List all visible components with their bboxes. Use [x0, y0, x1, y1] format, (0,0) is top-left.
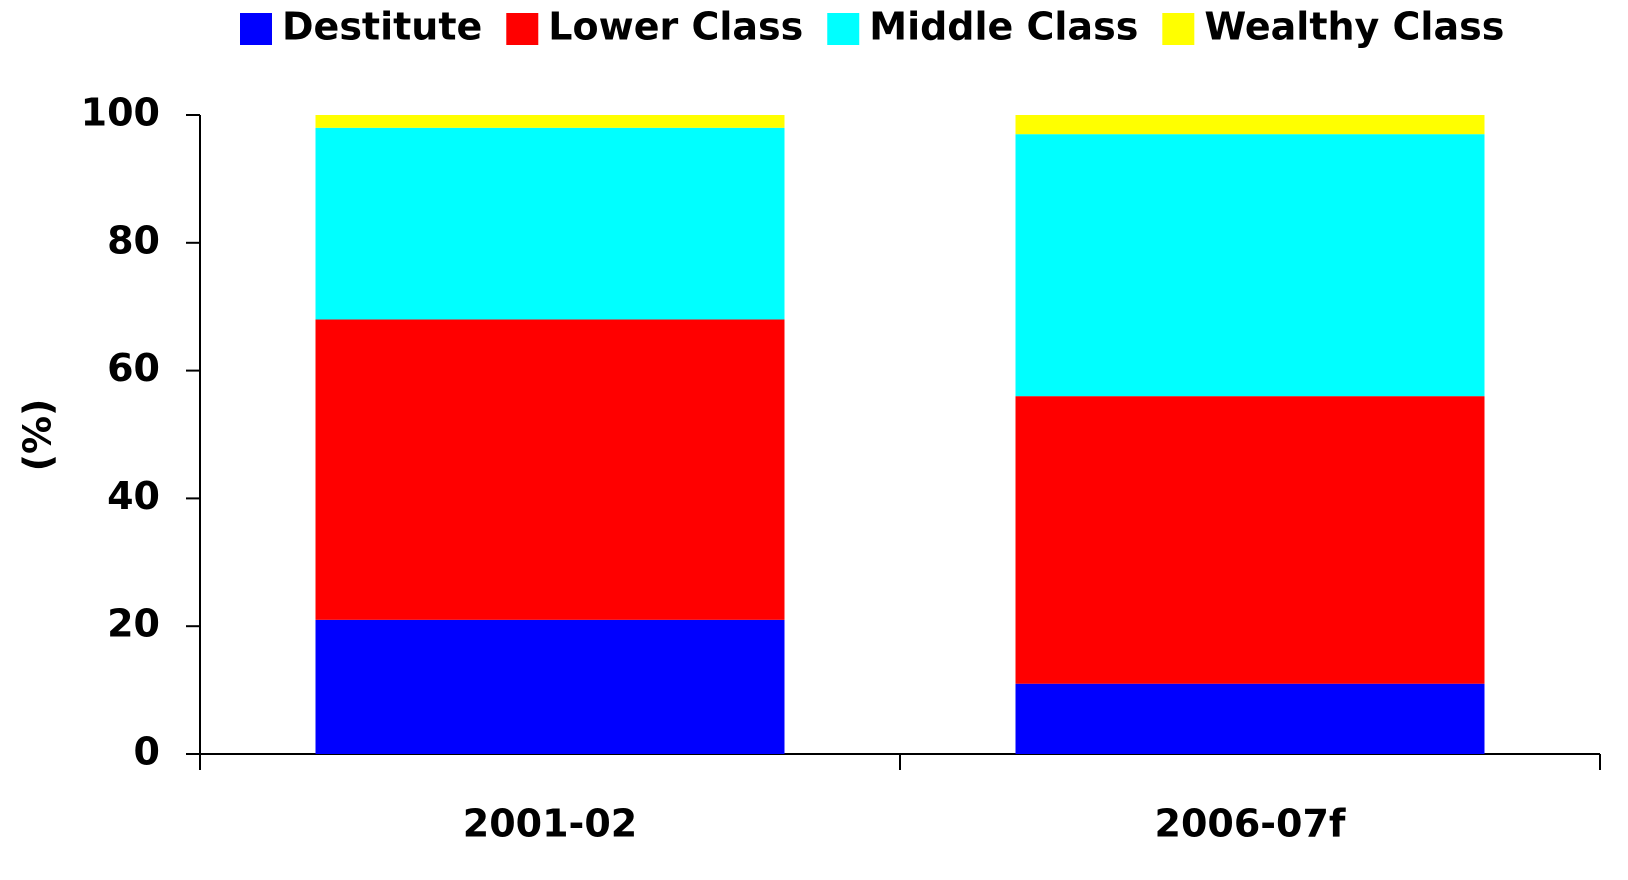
legend-label: Lower Class [548, 5, 803, 49]
legend-swatch [827, 13, 860, 45]
bar-segment [315, 127, 785, 320]
y-tick-label: 80 [107, 218, 160, 262]
bar-segment [1015, 134, 1485, 397]
legend-swatch [240, 13, 272, 45]
bar-segment [315, 619, 785, 754]
bar-segment [315, 319, 785, 620]
y-axis-label: (%) [16, 399, 60, 472]
y-tick-label: 40 [107, 474, 160, 518]
y-tick-label: 0 [134, 730, 160, 774]
legend-label: Destitute [282, 5, 482, 49]
y-tick-label: 100 [81, 91, 160, 135]
x-tick-label: 2006-07f [1155, 802, 1346, 846]
x-tick-label: 2001-02 [463, 802, 637, 846]
bar-segment [1015, 683, 1485, 754]
y-tick-label: 60 [107, 346, 160, 390]
bar-segment [315, 115, 785, 128]
y-tick-label: 20 [107, 602, 160, 646]
legend-swatch [506, 13, 539, 45]
legend-swatch [1162, 13, 1195, 45]
bar-segment [1015, 396, 1485, 684]
legend-label: Middle Class [869, 5, 1138, 49]
legend-label: Wealthy Class [1204, 5, 1504, 49]
bar-segment [1015, 115, 1485, 135]
